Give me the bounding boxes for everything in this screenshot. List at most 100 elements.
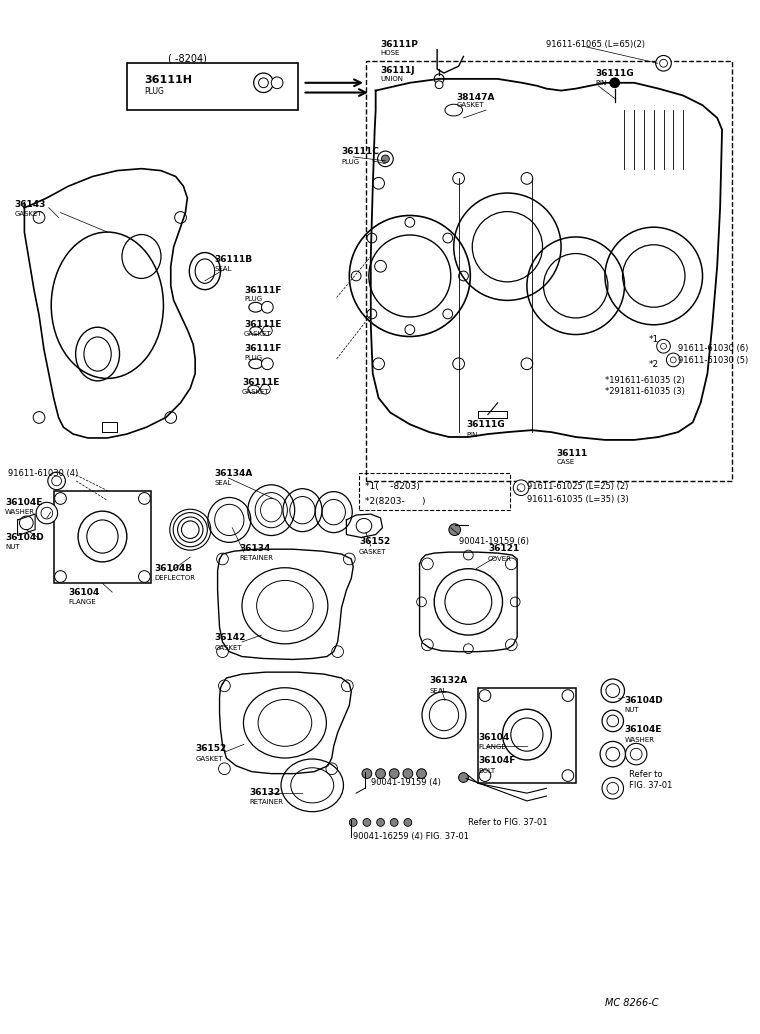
Circle shape [505, 639, 517, 650]
Text: SEAL: SEAL [214, 266, 232, 272]
Circle shape [382, 155, 389, 162]
Circle shape [610, 78, 619, 88]
Text: 36111F: 36111F [244, 344, 281, 354]
Circle shape [362, 768, 372, 779]
Text: GASKET: GASKET [195, 756, 223, 762]
Circle shape [41, 508, 52, 519]
Text: FIG. 37-01: FIG. 37-01 [629, 782, 673, 790]
Circle shape [449, 524, 461, 536]
Text: SEAL: SEAL [429, 688, 447, 694]
Circle shape [416, 597, 426, 607]
Text: DEFLECTOR: DEFLECTOR [154, 575, 195, 580]
Text: HOSE: HOSE [381, 50, 400, 56]
Text: PLUG: PLUG [244, 297, 262, 303]
Circle shape [660, 343, 667, 349]
Circle shape [138, 571, 150, 582]
Circle shape [219, 680, 230, 692]
Text: *1: *1 [649, 335, 659, 343]
Circle shape [405, 217, 415, 227]
Text: 36111G: 36111G [595, 69, 634, 79]
Text: 91611-61025 (L=25) (2): 91611-61025 (L=25) (2) [527, 482, 629, 491]
Circle shape [453, 358, 464, 370]
Circle shape [138, 492, 150, 505]
Text: 36111: 36111 [556, 449, 587, 458]
Text: ( -8204): ( -8204) [168, 54, 207, 63]
Circle shape [464, 550, 473, 560]
Circle shape [175, 212, 186, 223]
Text: 36111C: 36111C [341, 147, 379, 156]
Circle shape [562, 769, 574, 782]
Text: PLUG: PLUG [144, 87, 164, 96]
Circle shape [258, 78, 268, 88]
Text: *191611-61035 (2): *191611-61035 (2) [605, 375, 685, 385]
Circle shape [670, 357, 676, 363]
Circle shape [367, 233, 377, 243]
Circle shape [405, 325, 415, 335]
Circle shape [434, 74, 444, 84]
Circle shape [479, 769, 491, 782]
Text: 36111E: 36111E [244, 320, 281, 329]
Circle shape [607, 716, 619, 727]
Text: GASKET: GASKET [244, 331, 271, 337]
Text: FLANGE: FLANGE [68, 599, 96, 605]
Text: PLUG: PLUG [244, 355, 262, 361]
Text: 36121: 36121 [488, 544, 519, 553]
Circle shape [606, 683, 619, 698]
Ellipse shape [249, 302, 262, 312]
Text: 91611-61035 (L=35) (3): 91611-61035 (L=35) (3) [527, 494, 629, 504]
Circle shape [416, 768, 426, 779]
Bar [54, 491, 151, 583]
Text: WASHER: WASHER [625, 736, 654, 742]
Circle shape [562, 690, 574, 701]
Circle shape [607, 783, 619, 794]
Circle shape [375, 768, 385, 779]
Text: 36111H: 36111H [144, 75, 192, 85]
Circle shape [403, 768, 413, 779]
Circle shape [510, 597, 520, 607]
Circle shape [600, 741, 625, 767]
Text: 36134: 36134 [239, 544, 271, 553]
Bar [478, 688, 575, 784]
Circle shape [625, 743, 647, 765]
Circle shape [479, 690, 491, 701]
Circle shape [48, 473, 65, 490]
Circle shape [443, 309, 453, 318]
Circle shape [422, 558, 433, 570]
Text: *291811-61035 (3): *291811-61035 (3) [605, 387, 685, 396]
Text: 36104B: 36104B [154, 564, 192, 573]
Text: 90041-19159 (6): 90041-19159 (6) [458, 538, 529, 547]
Text: 36152: 36152 [195, 744, 226, 754]
Text: 91611-61030 (5): 91611-61030 (5) [678, 356, 749, 365]
Circle shape [377, 819, 385, 826]
Text: UNION: UNION [381, 75, 404, 82]
Text: 36104F: 36104F [478, 756, 515, 765]
Text: 36104: 36104 [478, 733, 509, 741]
Circle shape [602, 778, 623, 799]
Circle shape [217, 553, 228, 565]
Text: 38147A: 38147A [457, 93, 496, 101]
Circle shape [391, 819, 398, 826]
Text: GASKET: GASKET [214, 645, 242, 650]
Text: *2: *2 [649, 360, 659, 369]
Circle shape [458, 271, 468, 281]
Circle shape [33, 212, 45, 223]
Text: 91611-61030 (6): 91611-61030 (6) [678, 344, 749, 354]
Circle shape [389, 768, 399, 779]
Text: PLUG: PLUG [341, 159, 359, 164]
Text: WASHER: WASHER [5, 509, 35, 515]
Circle shape [513, 480, 529, 495]
Circle shape [271, 77, 283, 89]
Circle shape [404, 819, 412, 826]
Text: 90041-19159 (4): 90041-19159 (4) [371, 778, 441, 787]
Circle shape [55, 492, 66, 505]
Circle shape [261, 358, 273, 370]
Circle shape [505, 558, 517, 570]
Circle shape [660, 59, 667, 67]
Text: NUT: NUT [625, 707, 639, 713]
Circle shape [350, 819, 357, 826]
Circle shape [351, 271, 361, 281]
Circle shape [435, 81, 443, 89]
Circle shape [443, 233, 453, 243]
Circle shape [36, 503, 58, 524]
Ellipse shape [249, 359, 262, 369]
